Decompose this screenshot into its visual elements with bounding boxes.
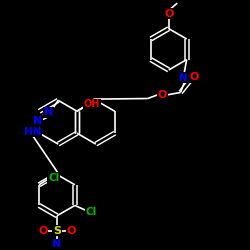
Text: O: O xyxy=(38,226,48,236)
Text: NH: NH xyxy=(179,73,196,83)
Text: N: N xyxy=(52,240,62,250)
Text: N: N xyxy=(33,116,42,126)
Text: HN: HN xyxy=(24,127,42,137)
Text: O: O xyxy=(158,90,167,100)
Text: O: O xyxy=(66,226,76,236)
Text: Cl: Cl xyxy=(48,172,59,182)
Text: N: N xyxy=(44,108,53,118)
Text: Cl: Cl xyxy=(86,206,97,216)
Text: O: O xyxy=(164,8,173,18)
Text: S: S xyxy=(53,226,61,236)
Text: O: O xyxy=(189,72,198,82)
Text: OH: OH xyxy=(84,100,100,110)
